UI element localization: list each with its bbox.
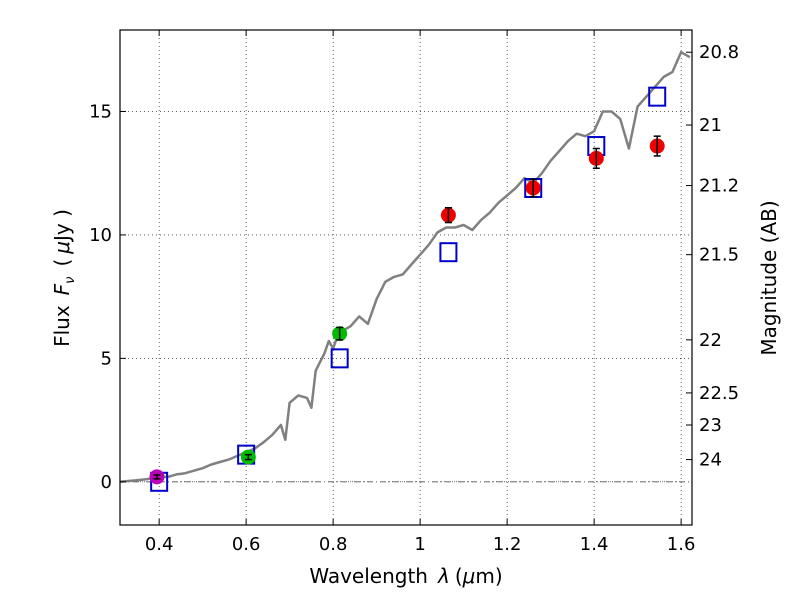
x-tick-label: 0.6	[232, 534, 261, 555]
x-axis-label: Wavelength λ (μm)	[309, 564, 502, 588]
plot-frame	[119, 29, 693, 526]
x-tick-label: 1.4	[580, 534, 609, 555]
y-tick-label: 0	[101, 472, 112, 493]
series-layer	[119, 50, 691, 492]
magnitude-axis-label: Magnitude (AB)	[757, 200, 781, 355]
x-tick-label: 1	[414, 534, 425, 555]
y-tick-label: 10	[89, 225, 112, 246]
model-photometry-square	[439, 242, 458, 263]
magnitude-tick-label: 24	[699, 450, 722, 471]
x-tick-label: 1.6	[667, 534, 696, 555]
model-photometry-square	[648, 86, 667, 107]
y-tick-label: 5	[101, 348, 112, 369]
x-tick-label: 1.2	[493, 534, 522, 555]
magnitude-tick-label: 21.5	[699, 245, 739, 266]
model-photometry-square	[330, 348, 349, 369]
y-tick-label: 15	[89, 101, 112, 122]
x-tick-label: 0.4	[145, 534, 174, 555]
x-tick-label: 0.8	[319, 534, 348, 555]
magnitude-tick-label: 22	[699, 330, 722, 351]
grid-layer	[120, 30, 692, 525]
magnitude-tick-label: 21.2	[699, 176, 739, 197]
model-spectrum-line	[119, 50, 691, 484]
tick-layer: 0.4 0.6 0.8 1 1.2 1.4 1.6 0 5 10 15 20.8 21 21.2 21.5 2…	[89, 30, 739, 555]
magnitude-tick-label: 23	[699, 415, 722, 436]
magnitude-tick-label: 22.5	[699, 383, 739, 404]
magnitude-tick-label: 21	[699, 115, 722, 136]
y-axis-label: FluxFν(μJy )	[50, 209, 78, 347]
magnitude-tick-label: 20.8	[699, 42, 739, 63]
